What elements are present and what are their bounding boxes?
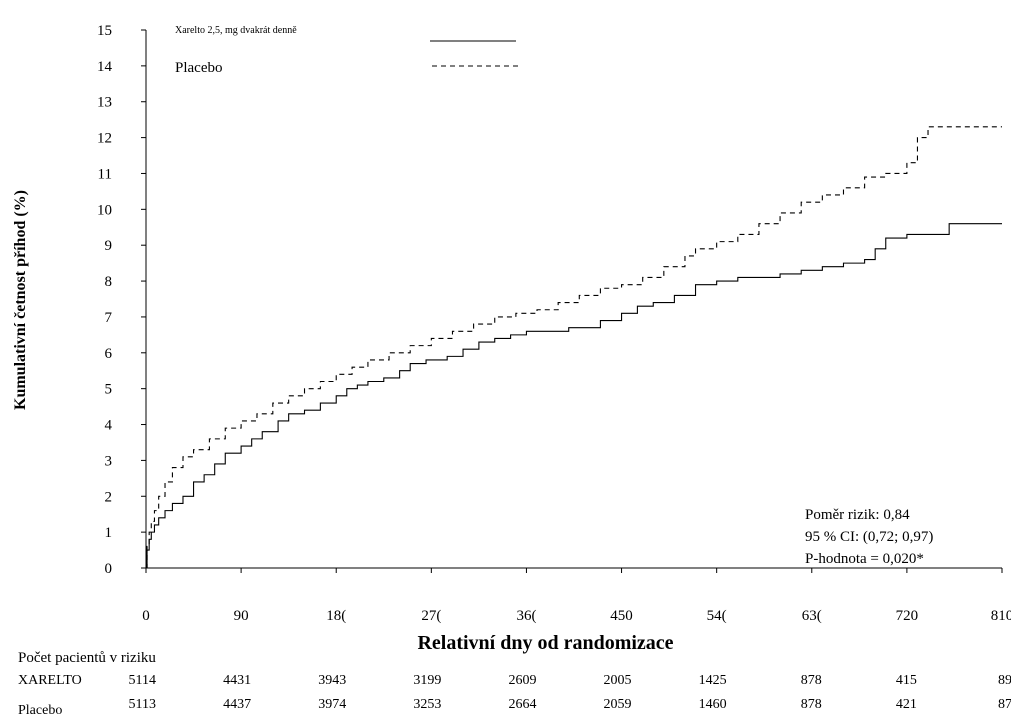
risk-row-label-placebo: Placebo — [18, 703, 63, 718]
confidence-interval-text: 95 % CI: (0,72; 0,97) — [805, 529, 933, 545]
x-tick-label: 54( — [707, 608, 727, 624]
y-tick-label: 10 — [97, 202, 112, 218]
x-tick-label: 0 — [142, 608, 150, 624]
x-tick-label: 90 — [234, 608, 249, 624]
y-tick-label: 5 — [105, 382, 113, 398]
y-tick-label: 13 — [97, 95, 112, 111]
axes — [145, 30, 1002, 569]
series-lines — [146, 126, 1002, 569]
y-tick-label: 11 — [98, 166, 112, 182]
risk-cell: 5114 — [128, 673, 156, 688]
y-tick-label: 6 — [105, 346, 113, 362]
y-tick-label: 8 — [105, 274, 113, 290]
y-tick-label: 9 — [105, 238, 113, 254]
risk-cell: 415 — [895, 673, 917, 688]
x-tick-label: 36( — [516, 608, 536, 624]
x-tick-label: 63( — [802, 608, 822, 624]
risk-cell: 4437 — [223, 697, 252, 712]
y-tick-label: 12 — [97, 131, 112, 147]
risk-cell: 1460 — [698, 697, 727, 712]
x-axis: 0 90 18( 27( 36( 450 54( 63( 720 810 — [142, 568, 1011, 624]
risk-cell: 3943 — [318, 673, 347, 688]
x-tick-label: 450 — [610, 608, 633, 624]
series-line-placebo — [146, 126, 1002, 569]
risk-cell: 3974 — [318, 697, 347, 712]
p-value-text: P-hodnota = 0,020* — [805, 551, 924, 567]
risk-cell: 89 — [998, 673, 1011, 688]
risk-cell: 2059 — [603, 697, 632, 712]
x-tick-label: 720 — [896, 608, 919, 624]
risk-cell: 2609 — [508, 673, 537, 688]
y-axis-title: Kumulativní četnost příhod (%) — [12, 190, 29, 410]
y-tick-label: 14 — [97, 59, 113, 75]
risk-cell: 87 — [998, 697, 1011, 712]
risk-row-label-xarelto: XARELTO — [18, 673, 82, 688]
y-tick-label: 1 — [105, 525, 113, 541]
risk-cell: 878 — [800, 673, 822, 688]
legend: Xarelto 2,5, mg dvakrát denně Placebo — [175, 25, 520, 76]
x-axis-title-html: Relativní dny od randomizace — [417, 632, 674, 654]
series-line-xarelto — [146, 223, 1002, 569]
risk-cell: 3199 — [413, 673, 442, 688]
y-tick-label: 4 — [105, 418, 113, 434]
hazard-ratio-text: Poměr rizik: 0,84 — [805, 507, 910, 523]
legend-label-xarelto: Xarelto 2,5, mg dvakrát denně — [175, 25, 297, 36]
y-tick-label: 2 — [105, 489, 113, 505]
x-tick-label: 18( — [326, 608, 346, 624]
y-tick-label: 7 — [105, 310, 113, 326]
x-tick-label: 810 — [991, 608, 1011, 624]
statistics-box: Poměr rizik: 0,84 95 % CI: (0,72; 0,97) … — [805, 507, 933, 567]
y-tick-label: 3 — [105, 453, 113, 469]
risk-cell: 3253 — [413, 697, 442, 712]
risk-cell: 878 — [800, 697, 822, 712]
risk-cell: 421 — [895, 697, 917, 712]
y-tick-label: 0 — [105, 561, 113, 577]
risk-cell: 1425 — [698, 673, 727, 688]
risk-cell: 5113 — [128, 697, 156, 712]
risk-cell: 2664 — [508, 697, 537, 712]
x-tick-label: 27( — [421, 608, 441, 624]
legend-label-placebo: Placebo — [175, 60, 222, 76]
risk-table-title: Počet pacientů v riziku — [18, 650, 156, 666]
risk-cell: 4431 — [223, 673, 252, 688]
risk-cell: 2005 — [603, 673, 632, 688]
y-tick-label: 15 — [97, 23, 112, 39]
